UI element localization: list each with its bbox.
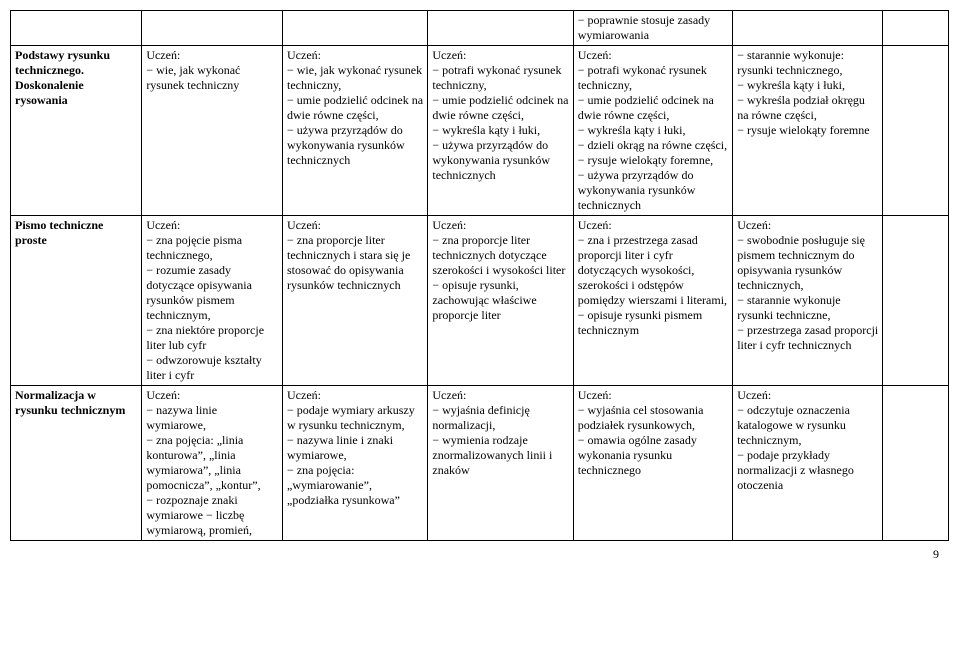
table-row: Pismo techniczne proste Uczeń:− zna poję… [11, 216, 949, 386]
cell: − poprawnie stosuje zasady wymiarowania [573, 11, 732, 46]
cell: Uczeń:− zna pojęcie pisma technicznego,−… [142, 216, 283, 386]
cell: − starannie wykonuje: rysunki techniczne… [733, 46, 883, 216]
cell: Uczeń:− potrafi wykonać rysunek technicz… [428, 46, 573, 216]
table-row: Podstawy rysunku technicznego. Doskonale… [11, 46, 949, 216]
curriculum-table: − poprawnie stosuje zasady wymiarowania … [10, 10, 949, 541]
page-number: 9 [10, 541, 949, 562]
table-row: Normalizacja w rysunku technicznym Uczeń… [11, 386, 949, 541]
cell [428, 11, 573, 46]
cell-topic: Normalizacja w rysunku technicznym [11, 386, 142, 541]
cell [142, 11, 283, 46]
cell [733, 11, 883, 46]
cell-topic [11, 11, 142, 46]
cell [883, 11, 949, 46]
cell: Uczeń:− odczytuje oznaczenia katalogowe … [733, 386, 883, 541]
cell [283, 11, 428, 46]
cell [883, 46, 949, 216]
cell: Uczeń:− zna i przestrzega zasad proporcj… [573, 216, 732, 386]
cell: Uczeń:− zna proporcje liter technicznych… [283, 216, 428, 386]
cell: Uczeń:− wie, jak wykonać rysunek technic… [283, 46, 428, 216]
cell [883, 386, 949, 541]
cell-topic: Pismo techniczne proste [11, 216, 142, 386]
cell: Uczeń:− potrafi wykonać rysunek technicz… [573, 46, 732, 216]
cell-topic: Podstawy rysunku technicznego. Doskonale… [11, 46, 142, 216]
cell [883, 216, 949, 386]
cell: Uczeń:− wyjaśnia definicję normalizacji,… [428, 386, 573, 541]
cell: Uczeń:− wie, jak wykonać rysunek technic… [142, 46, 283, 216]
cell: Uczeń:− podaje wymiary arkuszy w rysunku… [283, 386, 428, 541]
cell: Uczeń:− swobodnie posługuje się pismem t… [733, 216, 883, 386]
cell: Uczeń:− zna proporcje liter technicznych… [428, 216, 573, 386]
table-row: − poprawnie stosuje zasady wymiarowania [11, 11, 949, 46]
cell: Uczeń:− nazywa linie wymiarowe,− zna poj… [142, 386, 283, 541]
cell: Uczeń:− wyjaśnia cel stosowania podziałe… [573, 386, 732, 541]
